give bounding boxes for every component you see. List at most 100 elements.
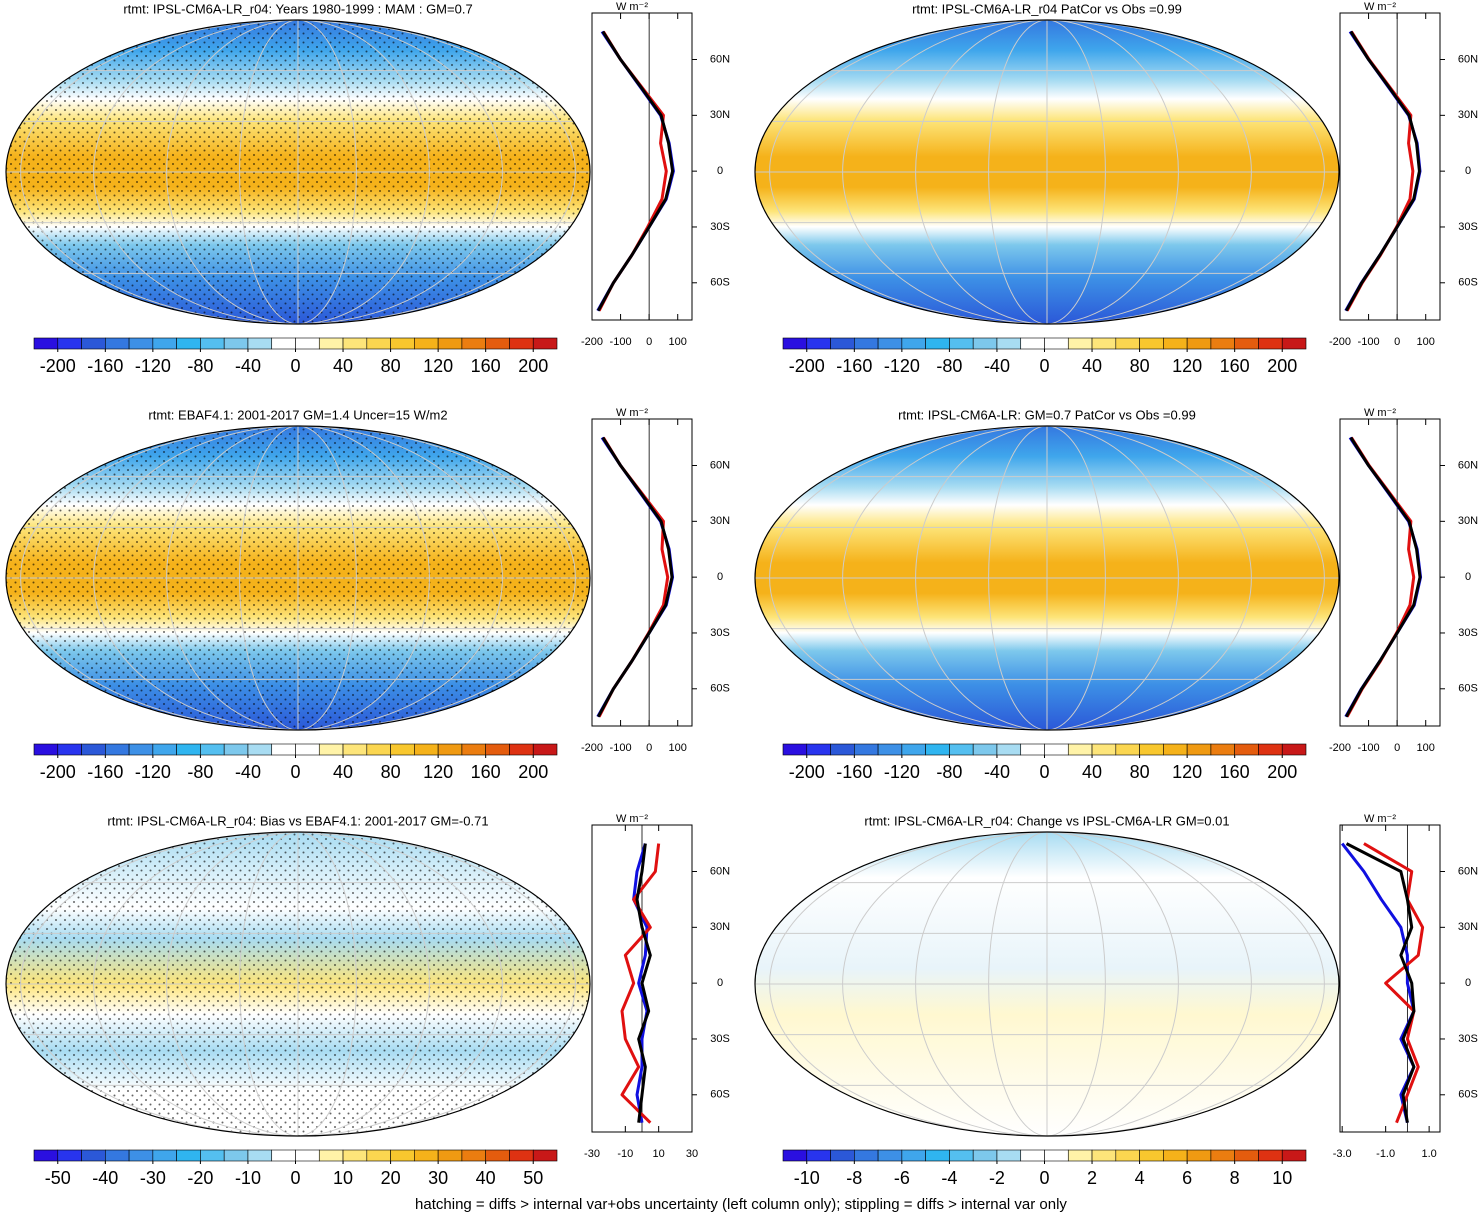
colorbar-swatch — [33, 337, 59, 350]
colorbar-swatch — [295, 743, 320, 756]
colorbar-swatch — [318, 743, 344, 756]
y-tick-label: 30N — [710, 109, 730, 121]
meridian — [842, 426, 1252, 730]
colorbar-label: -40 — [235, 356, 261, 376]
colorbar-label: 30 — [428, 1168, 448, 1188]
colorbar-swatch — [532, 743, 558, 756]
y-tick-label: 0 — [1465, 977, 1471, 989]
meridian — [988, 832, 1106, 1136]
colorbar-swatch — [33, 743, 59, 756]
colorbar-label: 6 — [1182, 1168, 1192, 1188]
colorbar-label: 120 — [1172, 356, 1202, 376]
colorbar-label: -40 — [984, 762, 1010, 782]
colorbar-swatch — [1020, 337, 1045, 350]
x-tick-label: -100 — [610, 336, 632, 348]
colorbar-swatch — [1091, 743, 1117, 756]
panel-title: rtmt: IPSL-CM6A-LR: GM=0.7 PatCor vs Obs… — [898, 407, 1196, 422]
colorbar-label: -120 — [884, 356, 920, 376]
meridian — [988, 20, 1106, 324]
colorbar-swatch — [782, 337, 808, 350]
colorbar-label: 8 — [1230, 1168, 1240, 1188]
x-tick-label: -100 — [610, 742, 632, 754]
colorbar-swatch — [1210, 1149, 1235, 1162]
colorbar-swatch — [105, 1149, 130, 1162]
colorbar-swatch — [247, 337, 273, 350]
colorbar-label: -10 — [794, 1168, 820, 1188]
profile-line — [596, 30, 675, 312]
colorbar-swatch — [128, 1149, 154, 1162]
colorbar-swatch — [830, 1149, 855, 1162]
meridian — [988, 426, 1106, 730]
colorbar-swatch — [1186, 1149, 1212, 1162]
x-tick-label: 0 — [646, 742, 652, 754]
map-border — [754, 425, 1340, 731]
colorbar-label: 200 — [518, 762, 548, 782]
y-tick-label: 60N — [1458, 459, 1478, 471]
meridian — [239, 20, 357, 324]
y-tick-label: 0 — [1465, 571, 1471, 583]
colorbar-label: -160 — [836, 762, 872, 782]
x-tick-label: -200 — [581, 742, 603, 754]
y-tick-label: 30S — [710, 221, 730, 233]
y-tick-label: 60N — [710, 865, 730, 877]
meridian — [842, 832, 1252, 1136]
colorbar-label: 0 — [290, 1168, 300, 1188]
colorbar-swatch — [1044, 743, 1069, 756]
profile-units: W m⁻² — [616, 407, 648, 419]
meridian — [93, 20, 503, 324]
colorbar-swatch — [830, 337, 855, 350]
colorbar-swatch — [972, 337, 998, 350]
colorbar-label: 40 — [333, 356, 353, 376]
panel-title: rtmt: IPSL-CM6A-LR_r04 PatCor vs Obs =0.… — [912, 1, 1182, 16]
colorbar-label: 120 — [423, 762, 453, 782]
y-tick-label: 60S — [1458, 277, 1478, 289]
colorbar-swatch — [57, 743, 82, 756]
colorbar-swatch — [271, 337, 296, 350]
colorbar-swatch — [461, 1149, 486, 1162]
meridian — [20, 20, 576, 324]
colorbar-swatch — [1139, 337, 1164, 350]
colorbar-label: 200 — [518, 356, 548, 376]
colorbar-swatch — [414, 743, 439, 756]
colorbar-swatch — [1067, 743, 1093, 756]
x-tick-label: -200 — [1329, 336, 1351, 348]
profile-line — [596, 436, 675, 718]
colorbar-label: 160 — [471, 356, 501, 376]
colorbar-swatch — [247, 1149, 273, 1162]
colorbar-swatch — [949, 337, 974, 350]
colorbar-swatch — [57, 1149, 82, 1162]
x-tick-label: -10 — [617, 1148, 633, 1160]
colorbar-swatch — [318, 1149, 344, 1162]
colorbar-label: -40 — [92, 1168, 118, 1188]
colorbar-swatch — [200, 337, 225, 350]
colorbar-label: -80 — [936, 762, 962, 782]
colorbar-label: 0 — [1039, 762, 1049, 782]
colorbar-swatch — [295, 337, 320, 350]
map-overlay — [755, 832, 1339, 1136]
y-tick-label: 0 — [1465, 165, 1471, 177]
colorbar-swatch — [1234, 337, 1259, 350]
profile-units: W m⁻² — [1364, 1, 1396, 13]
colorbar-swatch — [972, 743, 998, 756]
profile-line — [1363, 842, 1425, 1124]
profile-frame — [591, 418, 693, 727]
colorbar-label: -8 — [846, 1168, 862, 1188]
profile-line — [1344, 436, 1423, 718]
x-tick-label: -30 — [584, 1148, 600, 1160]
colorbar-label: 40 — [1082, 356, 1102, 376]
colorbar-swatch — [901, 1149, 926, 1162]
map-overlay — [755, 20, 1339, 324]
colorbar-swatch — [176, 337, 201, 350]
colorbar-swatch — [806, 1149, 831, 1162]
colorbar-swatch — [366, 337, 391, 350]
colorbar-label: -80 — [187, 762, 213, 782]
colorbar-swatch — [925, 337, 950, 350]
colorbar-swatch — [782, 743, 808, 756]
panel-title: rtmt: IPSL-CM6A-LR_r04: Years 1980-1999 … — [123, 1, 472, 16]
colorbar-label: 0 — [290, 762, 300, 782]
colorbar-label: 200 — [1267, 762, 1297, 782]
colorbar-swatch — [1281, 1149, 1307, 1162]
colorbar-swatch — [414, 337, 439, 350]
